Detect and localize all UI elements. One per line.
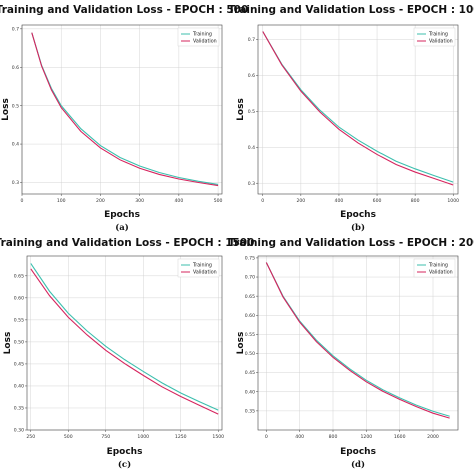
y-tick-label: 0.35 (14, 406, 24, 412)
x-tick-label: 400 (295, 434, 304, 440)
legend-label: Training (192, 32, 212, 38)
chart-title: Training and Validation Loss - EPOCH : 5… (0, 4, 248, 16)
y-tick-label: 0.3 (12, 180, 19, 186)
x-tick-label: 400 (174, 198, 183, 204)
y-tick-label: 0.7 (248, 37, 255, 43)
y-tick-label: 0.45 (14, 362, 24, 368)
validation-loss-line (265, 262, 450, 419)
y-tick-label: 0.35 (245, 408, 255, 414)
training-loss-line (30, 263, 219, 411)
legend-label: Training (192, 263, 212, 269)
x-tick-label: 750 (101, 434, 110, 440)
validation-loss-line (31, 32, 219, 187)
y-tick-label: 0.60 (14, 295, 24, 301)
x-tick-label: 0 (261, 198, 264, 204)
validation-loss-line (30, 268, 219, 415)
y-tick-label: 0.70 (245, 275, 255, 281)
y-tick-label: 0.3 (248, 181, 255, 187)
plot-frame (26, 255, 223, 431)
training-loss-line (265, 262, 450, 417)
y-tick-label: 0.65 (14, 273, 24, 279)
y-tick-label: 0.50 (245, 351, 255, 357)
x-tick-label: 800 (329, 434, 338, 440)
x-tick-label: 400 (335, 198, 344, 204)
chart-title: Training and Validation Loss - EPOCH : 1… (0, 237, 254, 249)
y-tick-label: 0.7 (12, 26, 19, 32)
x-tick-label: 1200 (360, 434, 372, 440)
x-tick-label: 1250 (175, 434, 187, 440)
x-tick-label: 0 (21, 198, 24, 204)
panel-caption: (b) (351, 222, 365, 233)
training-loss-line (262, 31, 454, 183)
x-axis-label: Epochs (340, 210, 376, 220)
x-axis-label: Epochs (107, 447, 143, 457)
chart-panel-4: 0 400 800 1200 1600 2000 0.35 0.40 0.45 0.50 0.55 0… (228, 237, 474, 470)
x-tick-label: 1000 (137, 434, 149, 440)
y-tick-label: 0.5 (12, 103, 19, 109)
y-axis-label: Loss (236, 98, 246, 121)
panel-caption: (d) (351, 459, 365, 470)
legend-label: Training (428, 263, 448, 269)
y-tick-label: 0.50 (14, 339, 24, 345)
chart-panel-1: 0 100 200 300 400 500 0.3 0.4 0.5 0.6 0.7 TrainingV… (0, 4, 248, 233)
plot-frame (257, 24, 459, 195)
x-tick-label: 1600 (394, 434, 406, 440)
x-tick-label: 100 (57, 198, 66, 204)
x-axis-label: Epochs (104, 210, 140, 220)
x-tick-label: 200 (296, 198, 305, 204)
y-tick-label: 0.40 (245, 389, 255, 395)
x-tick-label: 1500 (212, 434, 224, 440)
chart-panel-2: 0 200 400 600 800 1000 0.3 0.4 0.5 0.6 0.7 Training… (228, 4, 474, 233)
x-tick-label: 500 (214, 198, 223, 204)
y-tick-label: 0.4 (12, 142, 19, 148)
y-axis-label: Loss (1, 98, 11, 121)
x-tick-label: 800 (411, 198, 420, 204)
x-axis-label: Epochs (340, 447, 376, 457)
legend-label: Training (428, 32, 448, 38)
x-tick-label: 250 (26, 434, 35, 440)
y-tick-label: 0.60 (245, 313, 255, 319)
y-tick-label: 0.45 (245, 370, 255, 376)
legend-label: Validation (429, 39, 453, 45)
y-tick-label: 0.6 (12, 65, 19, 71)
x-tick-label: 2000 (427, 434, 439, 440)
chart-title: Training and Validation Loss - EPOCH : 1… (228, 4, 474, 16)
x-tick-label: 200 (96, 198, 105, 204)
y-tick-label: 0.30 (14, 428, 24, 434)
legend-label: Validation (193, 39, 217, 45)
x-tick-label: 300 (135, 198, 144, 204)
y-tick-label: 0.75 (245, 256, 255, 262)
validation-loss-line (262, 31, 454, 186)
legend-label: Validation (429, 270, 453, 276)
plot-frame (257, 255, 459, 431)
panel-caption: (c) (118, 459, 131, 470)
chart-panel-3: 250 500 750 1000 1250 1500 0.30 0.35 0.40 0.45 0.5… (0, 237, 254, 470)
y-axis-label: Loss (236, 332, 246, 355)
y-tick-label: 0.6 (248, 73, 255, 79)
y-tick-label: 0.40 (14, 384, 24, 390)
x-tick-label: 0 (265, 434, 268, 440)
legend-label: Validation (193, 270, 217, 276)
x-tick-label: 500 (64, 434, 73, 440)
y-tick-label: 0.55 (14, 317, 24, 323)
y-axis-label: Loss (3, 332, 13, 355)
y-tick-label: 0.5 (248, 109, 255, 115)
y-tick-label: 0.4 (248, 145, 255, 151)
y-tick-label: 0.65 (245, 294, 255, 300)
chart-title: Training and Validation Loss - EPOCH : 2… (228, 237, 474, 249)
x-tick-label: 1000 (447, 198, 459, 204)
y-tick-label: 0.55 (245, 332, 255, 338)
x-tick-label: 600 (373, 198, 382, 204)
panel-caption: (a) (115, 222, 129, 233)
plot-frame (21, 24, 223, 195)
